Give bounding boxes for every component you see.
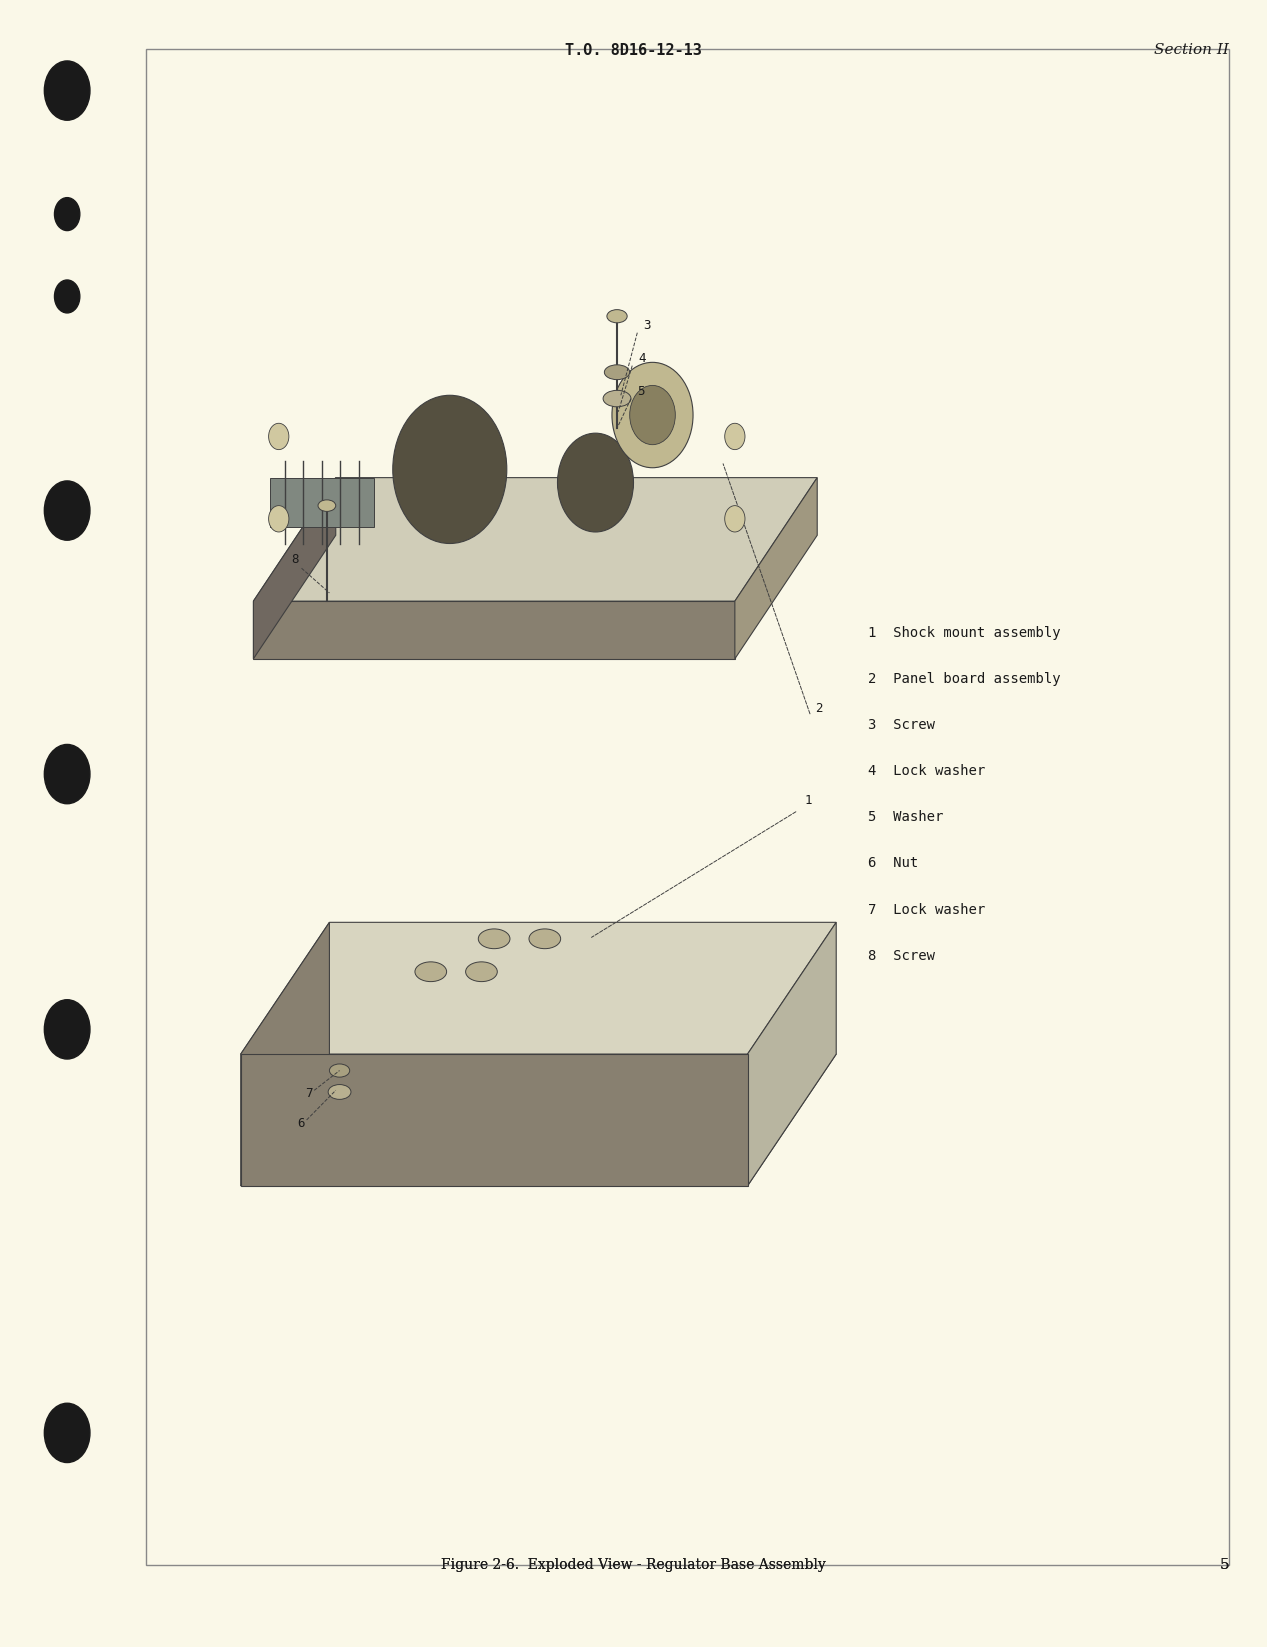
Circle shape: [44, 61, 90, 120]
Polygon shape: [253, 478, 817, 601]
Text: 8: 8: [291, 553, 299, 567]
Text: 6: 6: [298, 1117, 305, 1130]
Ellipse shape: [607, 310, 627, 323]
Ellipse shape: [604, 366, 630, 379]
Ellipse shape: [416, 962, 447, 982]
Circle shape: [44, 744, 90, 804]
Circle shape: [725, 506, 745, 532]
Circle shape: [269, 506, 289, 532]
Text: 3: 3: [644, 320, 651, 333]
Text: Section II: Section II: [1154, 43, 1229, 58]
Text: 7  Lock washer: 7 Lock washer: [868, 903, 986, 917]
Ellipse shape: [328, 1084, 351, 1100]
Polygon shape: [241, 1054, 836, 1186]
Text: 2  Panel board assembly: 2 Panel board assembly: [868, 672, 1060, 687]
Ellipse shape: [479, 929, 509, 949]
Polygon shape: [270, 478, 374, 527]
Ellipse shape: [603, 390, 631, 407]
Circle shape: [612, 362, 693, 468]
Text: T.O. 8D16-12-13: T.O. 8D16-12-13: [565, 43, 702, 58]
Polygon shape: [241, 922, 329, 1186]
Circle shape: [44, 1000, 90, 1059]
Ellipse shape: [318, 499, 336, 511]
Ellipse shape: [329, 1064, 350, 1077]
Polygon shape: [241, 922, 836, 1054]
Bar: [146, 49, 1229, 1565]
Circle shape: [269, 423, 289, 450]
Circle shape: [393, 395, 507, 544]
Text: 3  Screw: 3 Screw: [868, 718, 935, 733]
Circle shape: [557, 433, 634, 532]
Text: 6  Nut: 6 Nut: [868, 856, 919, 871]
Text: 5  Washer: 5 Washer: [868, 810, 943, 825]
Text: 1: 1: [805, 794, 812, 807]
Text: 5: 5: [1219, 1558, 1229, 1571]
Text: 2: 2: [815, 702, 822, 715]
Text: 7: 7: [305, 1087, 313, 1100]
Text: 5: 5: [1219, 1558, 1229, 1571]
Text: 8  Screw: 8 Screw: [868, 949, 935, 963]
Text: 1  Shock mount assembly: 1 Shock mount assembly: [868, 626, 1060, 641]
Polygon shape: [748, 922, 836, 1186]
Text: Figure 2-6.  Exploded View - Regulator Base Assembly: Figure 2-6. Exploded View - Regulator Ba…: [441, 1558, 826, 1571]
Text: Figure 2-6.  Exploded View - Regulator Base Assembly: Figure 2-6. Exploded View - Regulator Ba…: [441, 1558, 826, 1571]
Circle shape: [44, 481, 90, 540]
Circle shape: [54, 198, 80, 231]
Polygon shape: [253, 601, 735, 659]
Polygon shape: [735, 478, 817, 659]
Text: 4: 4: [639, 352, 646, 366]
Circle shape: [44, 1403, 90, 1463]
Polygon shape: [253, 478, 336, 659]
Ellipse shape: [530, 929, 560, 949]
Circle shape: [725, 423, 745, 450]
Polygon shape: [241, 1054, 748, 1186]
Text: 4  Lock washer: 4 Lock washer: [868, 764, 986, 779]
Ellipse shape: [466, 962, 497, 982]
Text: 5: 5: [637, 385, 645, 399]
Circle shape: [630, 385, 675, 445]
Circle shape: [54, 280, 80, 313]
